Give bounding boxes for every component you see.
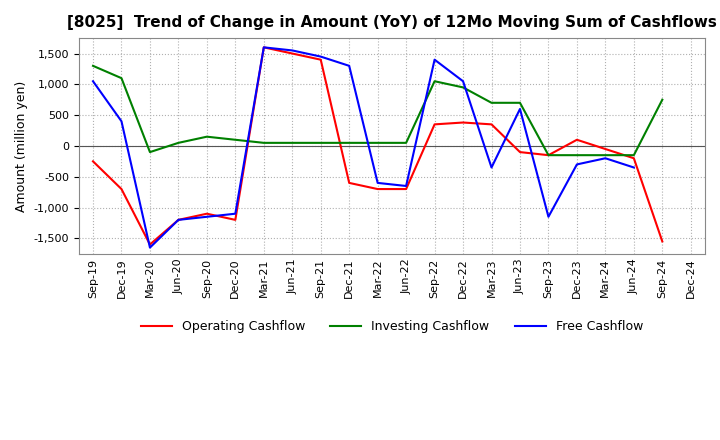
Investing Cashflow xyxy=(89,63,97,69)
Legend: Operating Cashflow, Investing Cashflow, Free Cashflow: Operating Cashflow, Investing Cashflow, … xyxy=(135,315,648,338)
Free Cashflow xyxy=(459,79,467,84)
Operating Cashflow xyxy=(288,51,297,56)
Investing Cashflow xyxy=(202,134,211,139)
Investing Cashflow xyxy=(629,153,638,158)
Operating Cashflow xyxy=(174,217,183,223)
Investing Cashflow xyxy=(288,140,297,146)
Operating Cashflow xyxy=(117,187,126,192)
Title: [8025]  Trend of Change in Amount (YoY) of 12Mo Moving Sum of Cashflows: [8025] Trend of Change in Amount (YoY) o… xyxy=(67,15,717,30)
Free Cashflow xyxy=(431,57,439,62)
Line: Operating Cashflow: Operating Cashflow xyxy=(93,48,662,245)
Operating Cashflow xyxy=(544,153,553,158)
Operating Cashflow xyxy=(259,45,268,50)
Investing Cashflow xyxy=(487,100,496,106)
Free Cashflow xyxy=(316,54,325,59)
Investing Cashflow xyxy=(516,100,524,106)
Investing Cashflow xyxy=(259,140,268,146)
Investing Cashflow xyxy=(374,140,382,146)
Free Cashflow xyxy=(345,63,354,69)
Operating Cashflow xyxy=(601,147,610,152)
Free Cashflow xyxy=(117,119,126,124)
Investing Cashflow xyxy=(431,79,439,84)
Investing Cashflow xyxy=(231,137,240,143)
Operating Cashflow xyxy=(202,211,211,216)
Free Cashflow xyxy=(174,217,183,223)
Operating Cashflow xyxy=(487,122,496,127)
Investing Cashflow xyxy=(345,140,354,146)
Operating Cashflow xyxy=(658,239,667,244)
Operating Cashflow xyxy=(145,242,154,247)
Free Cashflow xyxy=(629,165,638,170)
Investing Cashflow xyxy=(316,140,325,146)
Free Cashflow xyxy=(544,214,553,220)
Free Cashflow xyxy=(516,106,524,112)
Y-axis label: Amount (million yen): Amount (million yen) xyxy=(15,81,28,212)
Free Cashflow xyxy=(402,183,410,189)
Investing Cashflow xyxy=(174,140,183,146)
Investing Cashflow xyxy=(601,153,610,158)
Free Cashflow xyxy=(288,48,297,53)
Free Cashflow xyxy=(145,245,154,250)
Investing Cashflow xyxy=(117,76,126,81)
Investing Cashflow xyxy=(402,140,410,146)
Free Cashflow xyxy=(89,79,97,84)
Free Cashflow xyxy=(231,211,240,216)
Free Cashflow xyxy=(374,180,382,186)
Operating Cashflow xyxy=(572,137,581,143)
Operating Cashflow xyxy=(345,180,354,186)
Operating Cashflow xyxy=(89,159,97,164)
Free Cashflow xyxy=(487,165,496,170)
Operating Cashflow xyxy=(629,156,638,161)
Operating Cashflow xyxy=(459,120,467,125)
Free Cashflow xyxy=(572,162,581,167)
Free Cashflow xyxy=(259,45,268,50)
Investing Cashflow xyxy=(145,150,154,155)
Investing Cashflow xyxy=(544,153,553,158)
Line: Free Cashflow: Free Cashflow xyxy=(93,48,634,248)
Free Cashflow xyxy=(601,156,610,161)
Operating Cashflow xyxy=(431,122,439,127)
Free Cashflow xyxy=(202,214,211,220)
Investing Cashflow xyxy=(658,97,667,103)
Investing Cashflow xyxy=(572,153,581,158)
Operating Cashflow xyxy=(374,187,382,192)
Investing Cashflow xyxy=(459,85,467,90)
Operating Cashflow xyxy=(516,150,524,155)
Operating Cashflow xyxy=(316,57,325,62)
Operating Cashflow xyxy=(231,217,240,223)
Line: Investing Cashflow: Investing Cashflow xyxy=(93,66,662,155)
Operating Cashflow xyxy=(402,187,410,192)
